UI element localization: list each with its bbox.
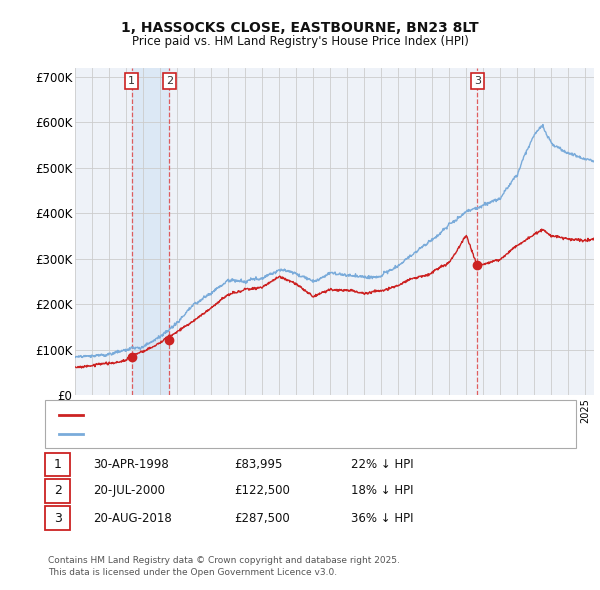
Text: 3: 3 — [53, 512, 62, 525]
Text: 18% ↓ HPI: 18% ↓ HPI — [351, 484, 413, 497]
Text: 1: 1 — [53, 458, 62, 471]
Bar — [131, 68, 169, 395]
Text: 30-APR-1998: 30-APR-1998 — [93, 458, 169, 471]
Text: 22% ↓ HPI: 22% ↓ HPI — [351, 458, 413, 471]
Text: Price paid vs. HM Land Registry's House Price Index (HPI): Price paid vs. HM Land Registry's House … — [131, 35, 469, 48]
Text: 3: 3 — [474, 76, 481, 86]
Text: 1, HASSOCKS CLOSE, EASTBOURNE, BN23 8LT: 1, HASSOCKS CLOSE, EASTBOURNE, BN23 8LT — [121, 21, 479, 35]
Text: 20-JUL-2000: 20-JUL-2000 — [93, 484, 165, 497]
Text: 2: 2 — [53, 484, 62, 497]
Text: £83,995: £83,995 — [234, 458, 283, 471]
Text: Contains HM Land Registry data © Crown copyright and database right 2025.
This d: Contains HM Land Registry data © Crown c… — [48, 556, 400, 577]
Text: £122,500: £122,500 — [234, 484, 290, 497]
Text: 20-AUG-2018: 20-AUG-2018 — [93, 512, 172, 525]
Text: HPI: Average price, detached house, Eastbourne: HPI: Average price, detached house, East… — [89, 428, 353, 438]
Text: £287,500: £287,500 — [234, 512, 290, 525]
Text: 2: 2 — [166, 76, 173, 86]
Text: 1: 1 — [128, 76, 135, 86]
Text: 1, HASSOCKS CLOSE, EASTBOURNE, BN23 8LT (detached house): 1, HASSOCKS CLOSE, EASTBOURNE, BN23 8LT … — [89, 410, 441, 420]
Text: 36% ↓ HPI: 36% ↓ HPI — [351, 512, 413, 525]
